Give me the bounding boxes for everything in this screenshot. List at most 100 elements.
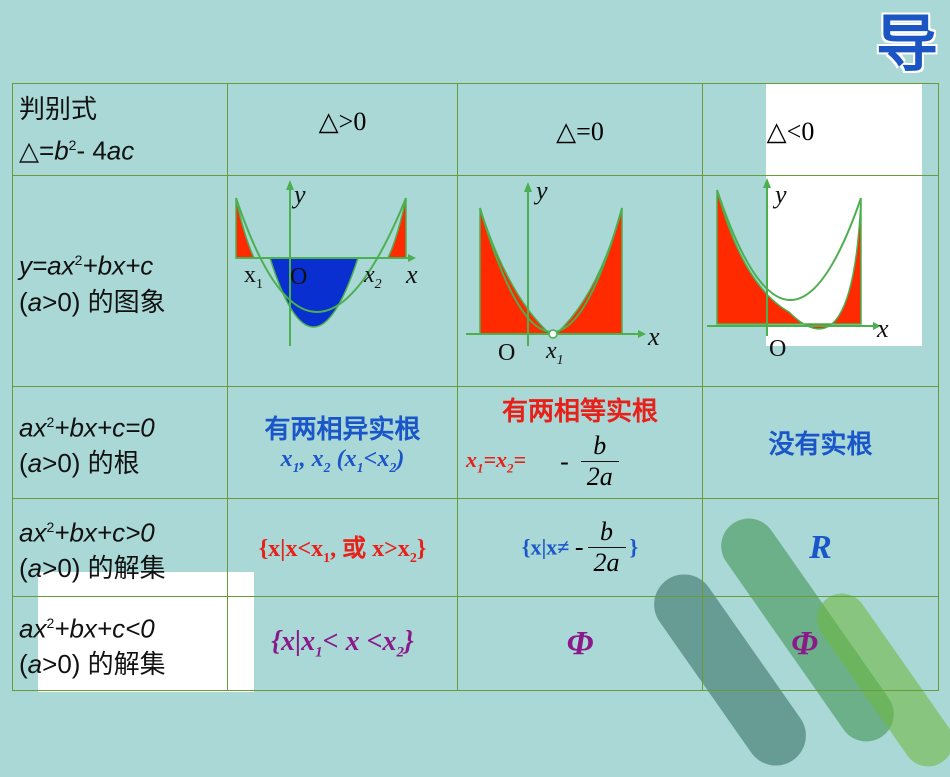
formula-part: x: [466, 446, 477, 472]
formula-part: x: [377, 445, 390, 472]
parabola-one-root: [466, 182, 646, 346]
row-header-roots: ax2+bx+c=0 (a>0) 的根: [12, 386, 228, 499]
header-text: >0) 的解集: [42, 649, 166, 680]
empty-set: Φ: [791, 624, 818, 662]
formula-part: (: [330, 445, 345, 472]
header-text: +bx+c<0: [54, 613, 155, 644]
header-text: ax: [19, 412, 47, 443]
header-text: 2: [46, 614, 55, 631]
roots-formula: x1=x2= - b 2a: [466, 431, 619, 492]
header-text: ac: [106, 135, 135, 166]
roots-formula: x1, x2 (x1<x2): [228, 446, 457, 477]
row-header-discriminant: 判别式 △=b2- 4ac: [12, 83, 228, 176]
formula-part: x: [311, 445, 324, 472]
formula-part: 2: [396, 644, 405, 661]
positive-set-eq: {x|x≠ - b 2a }: [457, 498, 703, 597]
header-line: ax2+bx+c=0: [19, 404, 227, 446]
table-row: ax2+bx+c<0 (a>0) 的解集 {x|x1< x <x2} Φ Φ: [12, 596, 939, 691]
set-formula: {x|x1< x <x2}: [228, 626, 457, 662]
formula-part: }: [629, 534, 639, 560]
formula-part: 1: [315, 644, 323, 661]
graph-lt: y x O: [702, 175, 939, 387]
header-text: - 4: [76, 135, 107, 166]
quadratic-table: 判别式 △=b2- 4ac △>0 △=0 △<0 y=ax2+bx+c (a>…: [12, 83, 939, 691]
label-text: 1: [256, 276, 263, 292]
root-label-x1: x1: [546, 338, 564, 369]
set-all-reals: R: [809, 528, 832, 566]
positive-region: [554, 207, 623, 335]
origin-label: O: [769, 336, 787, 362]
roots-lt: 没有实根: [702, 386, 939, 499]
formula-part: 1: [356, 460, 364, 476]
label-text: x: [364, 262, 375, 288]
formula-part: 1: [323, 550, 331, 566]
y-axis-arrow: [286, 180, 294, 190]
roots-none: 没有实根: [768, 430, 873, 460]
formula-part: <: [363, 445, 378, 472]
header-line: (a>0) 的根: [19, 448, 140, 479]
header-text: +bx+c>0: [54, 517, 155, 548]
header-text: a: [27, 448, 43, 479]
header-text: 2: [74, 252, 83, 269]
y-label: y: [775, 180, 787, 209]
graph-eq: y x O x1: [457, 175, 703, 387]
formula-part: 2: [507, 460, 514, 476]
root-label-x2: x2: [364, 262, 382, 293]
guide-badge: 导: [875, 7, 938, 80]
header-text: +bx+c: [82, 250, 154, 281]
y-axis-arrow: [524, 182, 532, 192]
x-label: x: [648, 322, 660, 351]
x-axis-arrow: [408, 254, 416, 262]
positive-region: [479, 207, 552, 335]
fraction-numerator: b: [580, 431, 619, 462]
x-axis-arrow: [638, 330, 646, 338]
label-text: x: [546, 338, 557, 364]
header-text: 2: [46, 413, 55, 430]
table-row: ax2+bx+c>0 (a>0) 的解集 {x|x<x1, 或 x>x2} {x…: [12, 498, 939, 597]
header-text: ax: [19, 613, 47, 644]
table-row: 判别式 △=b2- 4ac △>0 △=0 △<0: [12, 83, 939, 176]
formula-part: -: [560, 446, 569, 476]
header-text: a: [27, 553, 43, 584]
formula-part: x1=x2=: [466, 446, 526, 476]
row-header-positive-set: ax2+bx+c>0 (a>0) 的解集: [12, 498, 228, 597]
header-line: (a>0) 的图象: [19, 286, 166, 317]
positive-region: [716, 189, 862, 330]
header-text: △=: [19, 135, 55, 166]
header-text: 2: [68, 136, 77, 153]
label-text: x: [244, 262, 256, 288]
header-text: >0) 的解集: [42, 553, 166, 584]
case-label: △<0: [766, 116, 815, 146]
header-line: y=ax2+bx+c: [19, 242, 227, 284]
table-row: ax2+bx+c=0 (a>0) 的根 有两相异实根 x1, x2 (x1<x2…: [12, 386, 939, 499]
header-line: 判别式: [19, 93, 98, 124]
formula-part: , 或 x>x: [330, 536, 410, 563]
table-row: y=ax2+bx+c (a>0) 的图象 y x x1 O x2: [12, 175, 939, 387]
root-label-x1: x1: [244, 262, 263, 293]
label-text: 1: [556, 352, 564, 368]
fraction-denominator: 2a: [586, 462, 613, 491]
graph-gt: y x x1 O x2: [227, 175, 458, 387]
fraction: b 2a: [580, 431, 619, 492]
case-gt: △>0: [227, 83, 458, 176]
roots-title: 有两相异实根: [264, 414, 421, 445]
x-label: x: [406, 260, 418, 289]
y-axis-arrow: [763, 178, 771, 188]
formula-part: ): [396, 445, 405, 472]
header-text: y=ax: [19, 250, 75, 281]
case-lt: △<0: [702, 83, 939, 176]
formula-part: 1: [292, 460, 300, 476]
formula-part: {x|x<x: [258, 536, 324, 563]
roots-eq: 有两相等实根 x1=x2= - b 2a: [457, 386, 703, 499]
case-label: △=0: [556, 116, 604, 146]
roots-title: 有两相等实根: [501, 397, 658, 427]
formula-part: 2: [323, 460, 331, 476]
label-text: 2: [374, 276, 382, 292]
header-text: ax: [19, 517, 47, 548]
formula-part: 2: [409, 550, 417, 566]
header-text: >0) 的根: [42, 448, 140, 479]
x-axis-arrow: [873, 322, 881, 330]
case-eq: △=0: [457, 83, 703, 176]
origin-label: O: [498, 340, 516, 366]
negative-set-eq: Φ: [457, 596, 703, 691]
